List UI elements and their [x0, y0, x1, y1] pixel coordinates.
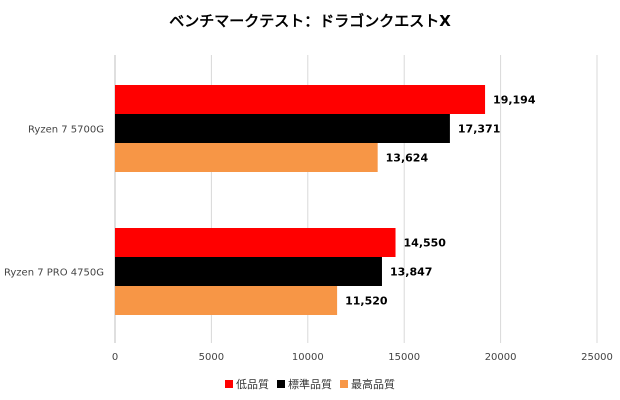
- x-tick-label: 15000: [388, 352, 420, 363]
- bar-2: [115, 257, 382, 286]
- legend-swatch: [225, 380, 233, 388]
- bar-3: [115, 143, 378, 172]
- x-tick-label: 25000: [581, 352, 613, 363]
- data-label: 17,371: [458, 123, 500, 136]
- data-label: 19,194: [493, 94, 536, 107]
- data-label: 11,520: [345, 295, 388, 308]
- data-label: 13,847: [390, 266, 432, 279]
- data-label: 14,550: [404, 237, 447, 250]
- bar-1: [115, 85, 486, 114]
- data-label: 13,624: [386, 152, 429, 165]
- category-label: Ryzen 7 PRO 4750G: [4, 268, 104, 279]
- x-tick-label: 0: [112, 352, 118, 363]
- x-tick-label: 10000: [292, 352, 324, 363]
- legend-item: 標準品質: [277, 376, 332, 392]
- x-tick-label: 20000: [485, 352, 517, 363]
- legend: 低品質 標準品質 最高品質: [0, 376, 620, 392]
- legend-label: 最高品質: [351, 378, 395, 391]
- legend-swatch: [277, 380, 285, 388]
- x-tick-label: 5000: [199, 352, 224, 363]
- bar-2: [115, 114, 450, 143]
- category-label: Ryzen 7 5700G: [28, 125, 104, 136]
- legend-item: 最高品質: [340, 376, 395, 392]
- bar-3: [115, 286, 338, 315]
- legend-label: 標準品質: [288, 378, 332, 391]
- bar-1: [115, 228, 396, 257]
- chart-title: ベンチマークテスト：ドラゴンクエストX: [169, 12, 451, 30]
- legend-label: 低品質: [236, 378, 269, 391]
- legend-swatch: [340, 380, 348, 388]
- legend-item: 低品質: [225, 376, 269, 392]
